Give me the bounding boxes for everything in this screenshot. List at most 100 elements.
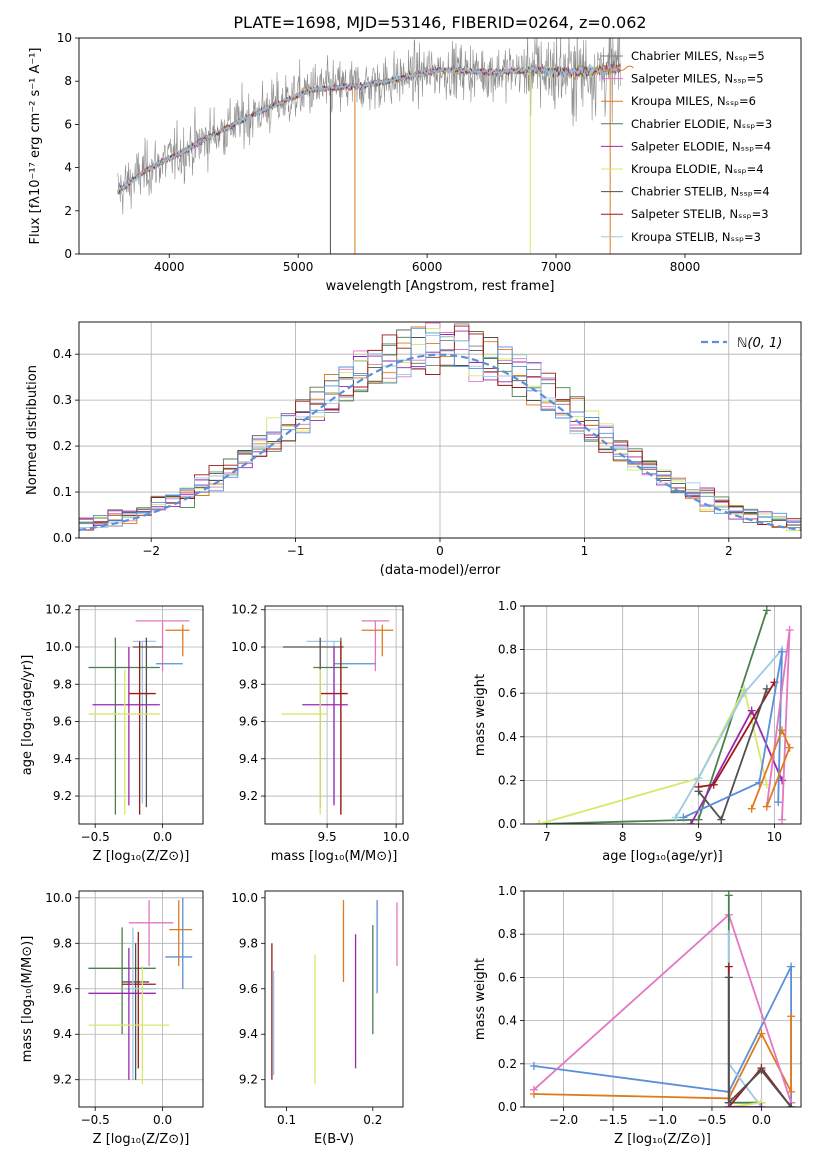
y-tick-label: 10.0: [45, 640, 72, 654]
plot-frame: [523, 605, 802, 825]
legend-label: Chabrier STELIB, Nₛₛₚ=4: [631, 185, 770, 199]
y-tick-label: 0.0: [498, 817, 517, 831]
panel-weight_vs_age: 7 8 9 10 0.0 0.2 0.4 0.6 0.8 1.0 age [log₁₀(age/yr…: [473, 599, 802, 864]
x-tick-label: −0.5: [81, 830, 110, 844]
weight-line: [675, 649, 783, 818]
y-tick-label: 0.4: [498, 1014, 517, 1028]
panel-mass_vs_Z: −0.5 0.0 9.2 9.4 9.6 9.8 10.0 Z [log₁₀(Z/Z⊙)] ma…: [20, 890, 204, 1147]
plot-frame: [78, 890, 204, 1108]
legend-label: Salpeter MILES, Nₛₛₚ=5: [631, 72, 764, 86]
y-tick-label: 1.0: [498, 599, 517, 613]
y-tick-label: 9.6: [239, 715, 258, 729]
weight-line: [683, 651, 783, 819]
normal-curve: [79, 353, 801, 531]
y-tick-label: 10.0: [231, 891, 258, 905]
y-tick-label: 9.8: [239, 936, 258, 950]
x-tick-label: 0.0: [153, 830, 172, 844]
y-tick-label: 10.2: [231, 603, 258, 617]
x-axis-label: Z [log₁₀(Z/Z⊙)]: [93, 849, 190, 864]
plot-frame: [78, 605, 204, 825]
x-tick-label: 0.1: [277, 1113, 296, 1127]
y-tick-label: 0.0: [498, 1100, 517, 1114]
plot-body: [281, 620, 394, 815]
x-tick-label: 1: [581, 544, 589, 558]
y-tick-label: 10.0: [231, 640, 258, 654]
y-tick-label: 9.4: [53, 1027, 72, 1041]
x-tick-label: 9: [695, 830, 703, 844]
y-tick-label: 0.6: [498, 686, 517, 700]
weight-line: [750, 727, 791, 810]
x-tick-label: −0.5: [81, 1113, 110, 1127]
y-tick-label: 0.2: [53, 439, 72, 453]
x-tick-label: 8000: [670, 260, 701, 274]
y-axis-label: Flux [fλ10⁻¹⁷ erg cm⁻² s⁻¹ A⁻¹]: [28, 48, 43, 245]
y-axis-label: mass weight: [473, 674, 488, 756]
figure-title: PLATE=1698, MJD=53146, FIBERID=0264, z=0…: [233, 13, 646, 32]
legend-label: Chabrier MILES, Nₛₛₚ=5: [631, 49, 765, 63]
panel-mass_vs_ebv: 0.1 0.2 9.2 9.4 9.6 9.8 10.0 E(B-V): [231, 890, 404, 1147]
plot-body: [529, 891, 796, 1107]
x-axis-label: Z [log₁₀(Z/Z⊙)]: [614, 1132, 711, 1147]
spectrum-line: [117, 38, 621, 215]
y-tick-label: 9.8: [239, 677, 258, 691]
x-tick-label: −2: [142, 544, 160, 558]
legend-label: Salpeter ELODIE, Nₛₛₚ=4: [631, 139, 771, 153]
x-tick-label: 7: [543, 830, 551, 844]
histogram-step: [79, 327, 801, 538]
y-tick-label: 10.2: [45, 603, 72, 617]
y-tick-label: 0.4: [53, 347, 72, 361]
x-tick-label: 5000: [283, 260, 314, 274]
y-tick-label: 9.4: [239, 1027, 258, 1041]
y-tick-label: 9.2: [239, 1073, 258, 1087]
y-tick-label: 1.0: [498, 884, 517, 898]
y-tick-label: 6: [64, 117, 72, 131]
y-tick-label: 0: [64, 247, 72, 261]
legend-label: Salpeter STELIB, Nₛₛₚ=3: [631, 207, 769, 221]
y-tick-label: 2: [64, 204, 72, 218]
x-axis-label: age [log₁₀(age/yr)]: [602, 849, 723, 864]
weight-line: [727, 977, 792, 1107]
model-tail: [594, 65, 634, 73]
y-tick-label: 0.8: [498, 927, 517, 941]
x-axis-label: (data-model)/error: [380, 563, 501, 578]
x-axis-label: E(B-V): [314, 1132, 354, 1147]
x-axis-label: wavelength [Angstrom, rest frame]: [326, 279, 555, 294]
legend-label: Kroupa ELODIE, Nₛₛₚ=4: [631, 162, 764, 176]
y-tick-label: 0.0: [53, 531, 72, 545]
plot-frame: [264, 605, 404, 825]
y-tick-label: 4: [64, 161, 72, 175]
y-tick-label: 9.6: [53, 982, 72, 996]
plot-body: [535, 606, 794, 824]
x-tick-label: −2.0: [549, 1113, 578, 1127]
plot-frame: [78, 321, 802, 539]
y-tick-label: 10: [57, 31, 72, 45]
x-tick-label: 2: [725, 544, 733, 558]
y-tick-label: 9.2: [239, 789, 258, 803]
x-tick-label: 9.5: [318, 830, 337, 844]
x-tick-label: −1.0: [648, 1113, 677, 1127]
plot-body: [79, 322, 801, 538]
y-tick-label: 0.8: [498, 643, 517, 657]
legend-label: Kroupa MILES, Nₛₛₚ=6: [631, 94, 756, 108]
legend-label: Kroupa STELIB, Nₛₛₚ=3: [631, 230, 761, 244]
x-tick-label: 6000: [412, 260, 443, 274]
plot-frame: [78, 37, 802, 255]
x-tick-label: 0: [436, 544, 444, 558]
x-tick-label: 0.2: [363, 1113, 382, 1127]
weight-line: [538, 686, 768, 824]
x-tick-label: 0.0: [752, 1113, 771, 1127]
legend-label: ℕ(0, 1): [737, 336, 782, 351]
y-tick-label: 9.2: [53, 789, 72, 803]
panel-age_vs_Z: −0.5 0.0 9.2 9.4 9.6 9.8 10.0 10.2 Z [log₁₀(Z/Z⊙…: [20, 603, 204, 864]
y-tick-label: 9.8: [53, 677, 72, 691]
x-tick-label: −0.5: [697, 1113, 726, 1127]
panel-age_vs_mass: 9.5 10.0 9.2 9.4 9.6 9.8 10.0 10.2 mass [log₁₀(M…: [231, 603, 409, 864]
panel-spectrum: 4000 5000 6000 7000 8000 0 2 4 6 8 10 wavelength [A…: [28, 31, 802, 294]
plot-body: [88, 897, 193, 1085]
y-tick-label: 8: [64, 74, 72, 88]
x-axis-label: Z [log₁₀(Z/Z⊙)]: [93, 1132, 190, 1147]
y-tick-label: 0.1: [53, 485, 72, 499]
x-tick-label: 8: [619, 830, 627, 844]
